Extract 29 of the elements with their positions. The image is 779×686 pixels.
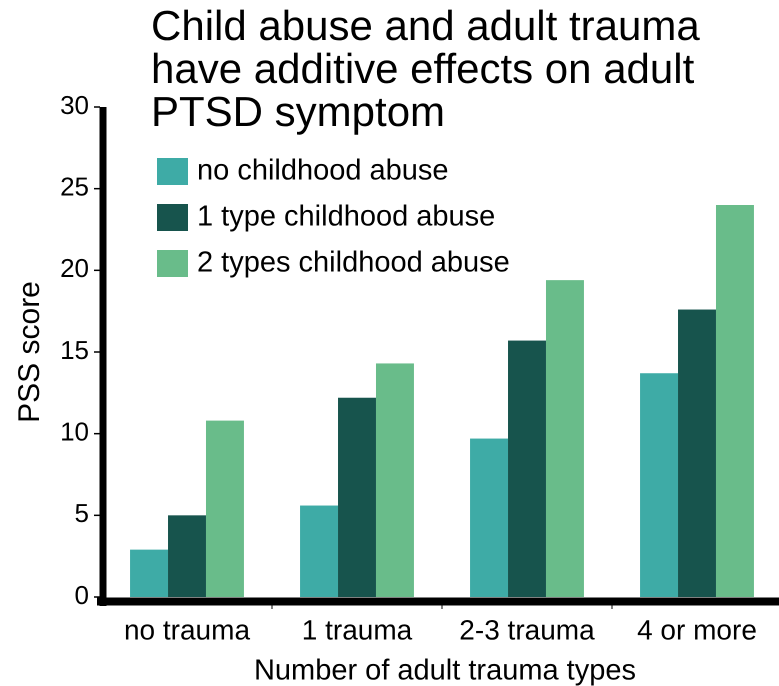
y-tick-label: 20 (60, 253, 89, 284)
x-axis-title: Number of adult trauma types (254, 654, 636, 686)
bar (470, 438, 508, 597)
bar (300, 506, 338, 597)
x-tick-label: 1 trauma (302, 614, 413, 646)
y-tick-label: 5 (74, 498, 89, 528)
chart-title: Child abuse and adult trauma have additive effects on adult PTSD symptom (151, 2, 700, 135)
bar (678, 310, 716, 597)
y-tick-label: 25 (60, 172, 89, 202)
bar (640, 373, 678, 597)
x-tick-label: 2-3 trauma (459, 614, 596, 646)
bar (716, 205, 754, 597)
y-tick-label: 30 (60, 90, 89, 120)
bar (546, 280, 584, 597)
y-tick-label: 15 (60, 334, 89, 365)
legend-label: 1 type childhood abuse (197, 200, 496, 233)
bar (376, 363, 414, 597)
bar (130, 550, 168, 597)
y-axis-title: PSS score (12, 281, 46, 423)
x-tick-label: 4 or more (637, 614, 757, 646)
bar (338, 398, 376, 597)
bar (168, 515, 206, 597)
x-tick-label: no trauma (124, 614, 250, 646)
bar (508, 340, 546, 597)
legend-label: 2 types childhood abuse (197, 246, 510, 279)
legend-label: no childhood abuse (197, 154, 449, 187)
y-tick-label: 0 (74, 580, 89, 610)
bar (206, 420, 244, 597)
y-tick-label: 10 (60, 416, 89, 447)
